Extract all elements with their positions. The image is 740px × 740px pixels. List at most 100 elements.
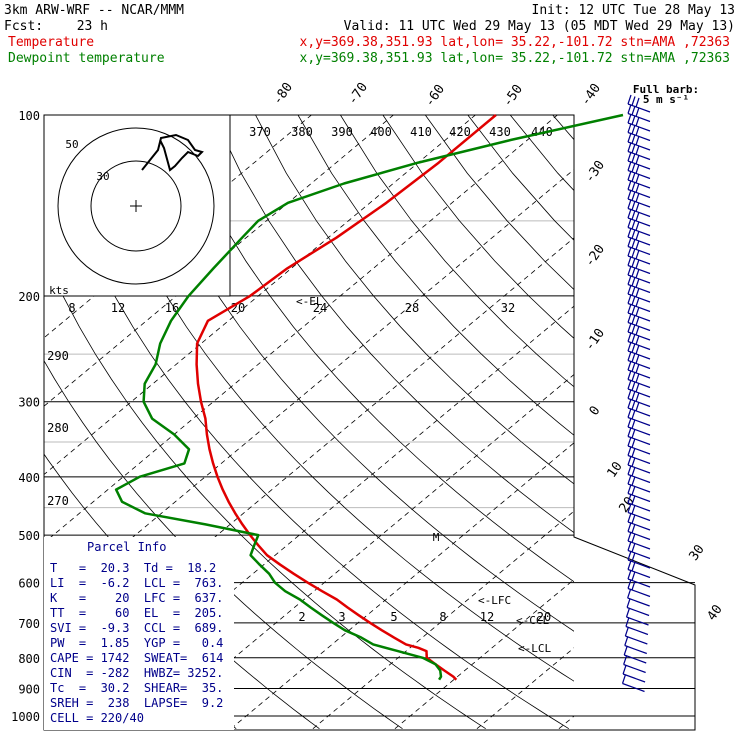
wind-barb-flag: [623, 645, 628, 656]
wind-barb-flag: [631, 333, 636, 344]
mixing-ratio-label: 12: [111, 301, 125, 315]
wind-barb-flag: [635, 335, 640, 345]
wind-barb-flag: [635, 230, 640, 241]
barb-key-unit: 5 m s⁻¹: [643, 93, 689, 106]
wind-barb-flag: [627, 389, 632, 399]
wind-barb-flag: [622, 664, 627, 675]
mixing-ratio-label: 24: [313, 301, 327, 315]
wind-barb-flag: [631, 352, 636, 363]
wind-barb-flag: [635, 116, 640, 127]
model-title: 3km ARW-WRF -- NCAR/MMM: [4, 3, 184, 18]
pressure-tick-label: 300: [18, 396, 40, 410]
pressure-tick-label: 100: [18, 109, 40, 123]
hodograph-ring: [57, 127, 215, 285]
theta-e-label: 290: [47, 349, 69, 363]
hodograph-ring: [90, 160, 182, 252]
wind-barb-flag: [631, 381, 636, 391]
wind-barb: [623, 663, 646, 674]
valid-time: Valid: 11 UTC Wed 29 May 13 (05 MDT Wed …: [344, 19, 735, 34]
wind-barb: [622, 682, 645, 693]
wind-barb-flag: [631, 172, 636, 182]
wind-barb-flag: [635, 154, 640, 165]
wind-barb-flag: [627, 246, 632, 257]
wind-barb-flag: [635, 354, 640, 364]
wind-barb-flag: [631, 362, 636, 372]
wind-barb-flag: [627, 465, 632, 475]
wind-barb-flag: [621, 674, 627, 684]
theta-e-label: 280: [47, 421, 69, 435]
wind-barb-flag: [631, 514, 636, 524]
wind-barb-flag: [627, 417, 632, 428]
wind-barb-flag: [631, 210, 636, 220]
wind-barb-flag: [631, 134, 636, 144]
dewpoint-location: x,y=369.38,351.93 lat,lon= 35.22,-101.72…: [300, 51, 730, 66]
wind-barb-flag: [627, 313, 632, 323]
isotherm: [44, 168, 574, 612]
wind-barb-flag: [627, 284, 632, 295]
parcel-info-row: CELL = 220/40: [50, 711, 144, 725]
wind-barb-flag: [627, 237, 632, 247]
wind-barb-flag: [627, 322, 632, 333]
wind-barb-flag: [624, 636, 629, 646]
theta-label: 380: [291, 125, 313, 139]
wind-barb-flag: [635, 202, 640, 212]
wind-barb-flag: [635, 107, 640, 117]
wind-barb-flag: [627, 265, 632, 276]
init-time: Init: 12 UTC Tue 28 May 13: [532, 3, 736, 18]
isotherm: [44, 115, 559, 544]
wind-barb-flag: [627, 493, 632, 504]
wind-barb-flag: [631, 162, 636, 173]
mixing-ratio-label: 32: [501, 301, 515, 315]
wind-barb-flag: [635, 325, 640, 336]
wind-barb-flag: [635, 373, 640, 383]
wind-barb-flag: [631, 542, 636, 553]
wind-barb-flag: [631, 229, 636, 239]
wind-barb-flag: [631, 105, 636, 116]
temperature-location: x,y=369.38,351.93 lat,lon= 35.22,-101.72…: [300, 35, 730, 50]
moist-adiabat-label: 3: [338, 610, 345, 624]
forecast-label: Fcst:: [4, 19, 43, 34]
wind-barb-flag: [635, 382, 640, 393]
theta-label: 400: [370, 125, 392, 139]
wind-barb: [626, 616, 649, 626]
parcel-info-row: CAPE = 1742 SWEAT= 614: [50, 651, 223, 665]
wind-barb-flag: [627, 512, 632, 523]
parcel-info-row: SVI = -9.3 CCL = 689.: [50, 621, 223, 635]
moist-adiabat-label: 5: [390, 610, 397, 624]
wind-barb-flag: [631, 219, 636, 230]
wind-barb-flag: [627, 208, 632, 219]
wind-barb: [626, 606, 650, 617]
parcel-info-title: Parcel Info: [87, 540, 166, 554]
wind-barb-flag: [631, 267, 636, 277]
wind-barb-flag: [631, 257, 636, 268]
wind-barb-flag: [631, 504, 636, 515]
isotherm: [148, 373, 574, 730]
wind-barb-flag: [631, 457, 636, 467]
wind-barb-flag: [631, 400, 636, 410]
wind-barb-flag: [627, 531, 632, 542]
pressure-tick-label: 200: [18, 290, 40, 304]
wind-barb-flag: [631, 286, 636, 296]
dry-adiabat: [212, 115, 574, 534]
wind-barb-flag: [635, 287, 640, 298]
wind-barb-flag: [631, 466, 636, 477]
wind-barb-flag: [627, 275, 632, 285]
wind-barb-flag: [631, 295, 636, 306]
wind-barb-flag: [627, 132, 632, 143]
isotherm-label: 10: [604, 459, 625, 480]
moist-adiabat-label: 12: [480, 610, 494, 624]
wind-barb: [622, 673, 646, 683]
wind-barb-flag: [627, 446, 632, 456]
wind-barb-flag: [635, 259, 640, 269]
wind-barb-flag: [631, 390, 636, 401]
isotherm-label: 20: [616, 494, 637, 515]
theta-e-label: 270: [47, 494, 69, 508]
wind-barb-flag: [627, 436, 632, 447]
parcel-info-row: SREH = 238 LAPSE= 9.2: [50, 696, 223, 710]
lfc-marker: <-LFC: [478, 594, 511, 607]
parcel-info-row: T = 20.3 Td = 18.2: [50, 561, 216, 575]
wind-barb-flag: [627, 151, 632, 162]
mixing-ratio-label: 16: [165, 301, 179, 315]
wind-barb-flag: [631, 495, 636, 505]
wind-barb-flag: [635, 183, 640, 193]
